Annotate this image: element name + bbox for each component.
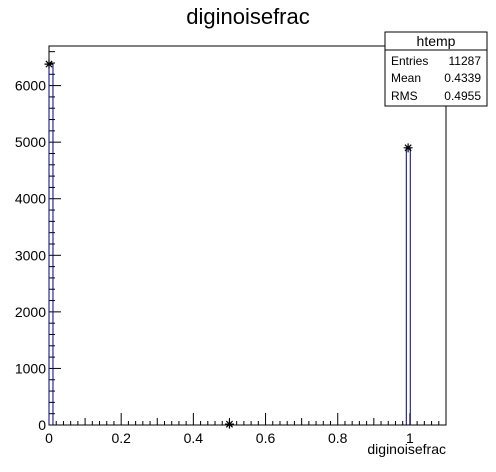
y-tick-label: 2000 bbox=[15, 304, 46, 320]
y-axis: 0 1000 2000 3000 4000 5000 6000 bbox=[15, 51, 61, 433]
x-tick-label: 0.6 bbox=[256, 430, 276, 446]
y-tick-label: 5000 bbox=[15, 134, 46, 150]
histogram-bars bbox=[48, 63, 411, 425]
y-tick-label: 0 bbox=[38, 417, 46, 433]
x-axis-title: diginoisefrac bbox=[367, 441, 446, 457]
x-tick-label: 0.2 bbox=[111, 430, 131, 446]
stats-rms-value: 0.4955 bbox=[444, 89, 481, 103]
star-marker bbox=[224, 419, 234, 429]
data-markers bbox=[44, 59, 413, 429]
stats-mean-value: 0.4339 bbox=[444, 71, 481, 85]
x-tick-label: 0.4 bbox=[184, 430, 204, 446]
y-tick-label: 6000 bbox=[15, 78, 46, 94]
star-marker bbox=[44, 59, 54, 69]
stats-box-frame bbox=[384, 31, 488, 107]
y-tick-label: 1000 bbox=[15, 360, 46, 376]
stats-mean-label: Mean bbox=[391, 71, 421, 85]
stats-box-title: htemp bbox=[417, 33, 456, 49]
x-tick-label: 0 bbox=[45, 430, 53, 446]
star-marker bbox=[403, 143, 413, 153]
x-tick-label: 0.8 bbox=[328, 430, 348, 446]
stats-entries-label: Entries bbox=[391, 54, 428, 68]
stats-box: htemp Entries 11287 Mean 0.4339 RMS 0.49… bbox=[384, 31, 488, 107]
x-axis: 0 0.2 0.4 0.6 0.8 1 bbox=[45, 413, 447, 446]
chart-title: diginoisefrac bbox=[186, 4, 310, 29]
x-tick-label: 1 bbox=[406, 430, 414, 446]
stats-rms-label: RMS bbox=[391, 89, 418, 103]
y-tick-label: 3000 bbox=[15, 247, 46, 263]
stats-entries-value: 11287 bbox=[449, 54, 482, 68]
y-tick-label: 4000 bbox=[15, 191, 46, 207]
histogram-bar bbox=[405, 147, 411, 425]
histogram-bar bbox=[48, 63, 54, 425]
